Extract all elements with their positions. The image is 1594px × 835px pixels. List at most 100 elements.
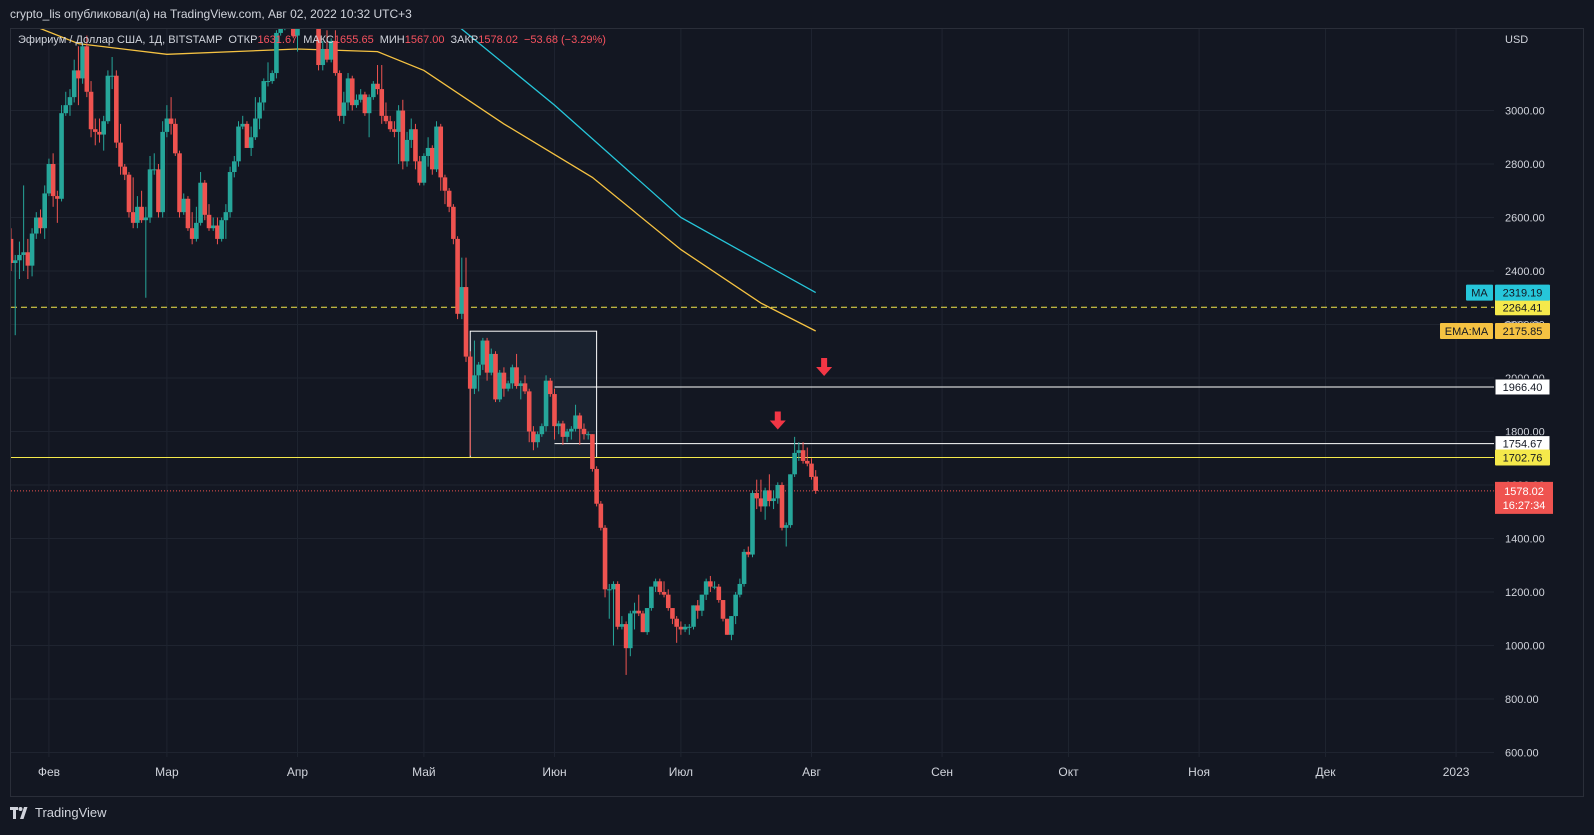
publisher-bar: crypto_lis опубликовал(а) на TradingView…	[0, 0, 1594, 28]
candle-body	[632, 610, 637, 614]
candle-body	[261, 81, 267, 103]
candle-body	[189, 228, 195, 239]
candle-body	[556, 423, 561, 427]
candle-body	[505, 383, 511, 389]
candle-body	[210, 225, 216, 229]
candle-body	[177, 153, 182, 213]
footer-bar: TradingView	[0, 797, 1594, 835]
candle-body	[328, 40, 334, 60]
candle-body	[674, 618, 679, 627]
candle-body	[636, 610, 642, 614]
candle-body	[497, 372, 503, 400]
legend-open-value: 1631.67	[257, 34, 298, 46]
candle-body	[623, 624, 629, 649]
candle-body	[269, 73, 275, 82]
candle-body	[699, 594, 705, 611]
candle-body	[480, 340, 486, 365]
candle-body	[97, 131, 102, 135]
candle-body	[349, 78, 355, 106]
candle-body	[539, 426, 545, 435]
candle-body	[404, 139, 410, 162]
candle-body	[649, 586, 654, 609]
candle-body	[324, 48, 330, 60]
candle-body	[800, 450, 806, 461]
candle-body	[392, 129, 397, 132]
candle-body	[598, 503, 604, 528]
price-chart[interactable]: 600.00800.001000.001200.001400.001600.00…	[0, 0, 1594, 797]
candle-body	[716, 586, 722, 601]
candle-body	[619, 624, 625, 627]
chart-legend: Эфириум / Доллар США, 1Д, BITSTAMP ОТКР1…	[18, 34, 606, 46]
plot-area	[11, 4, 1494, 757]
y-tick-label: 2400.00	[1505, 266, 1545, 278]
candle-body	[278, 29, 283, 33]
candle-body	[33, 217, 39, 234]
candle-body	[792, 452, 797, 475]
candle-body	[590, 434, 595, 469]
candle-body	[354, 99, 359, 106]
chart-frame	[10, 28, 1584, 797]
level-label: 1702.76	[1503, 453, 1543, 465]
candle-body	[17, 254, 22, 261]
candle-body	[657, 581, 663, 592]
price-tag-value: 1578.02	[1504, 486, 1544, 498]
candle-body	[55, 196, 60, 199]
candle-body	[80, 46, 85, 79]
candle-body	[434, 126, 439, 170]
candle-body	[733, 594, 738, 617]
candle-body	[215, 225, 220, 239]
candle-body	[425, 147, 431, 156]
candle-body	[223, 212, 229, 221]
candle-body	[101, 121, 106, 135]
publisher-text: crypto_lis опубликовал(а) на TradingView…	[10, 7, 412, 21]
candle-body	[653, 581, 658, 587]
candle-body	[76, 70, 81, 79]
ma-name-tag: MA	[1471, 288, 1488, 300]
x-tick-label: 2023	[1443, 765, 1470, 779]
candle-body	[670, 608, 675, 619]
candle-body	[160, 131, 165, 213]
candle-body	[796, 450, 802, 453]
candle-body	[741, 551, 747, 584]
candle-body	[240, 123, 246, 127]
candle-body	[606, 589, 612, 591]
candle-body	[371, 83, 376, 98]
x-tick-label: Окт	[1058, 765, 1079, 779]
candle-body	[400, 110, 406, 162]
y-tick-label: 2800.00	[1505, 159, 1545, 171]
candle-body	[640, 613, 646, 633]
legend-change: −53.68 (−3.29%)	[523, 34, 606, 46]
candle-body	[531, 431, 536, 443]
candle-body	[274, 32, 279, 74]
candle-body	[21, 252, 26, 255]
candle-body	[109, 75, 115, 77]
candle-body	[526, 391, 532, 432]
candle-body	[577, 415, 583, 429]
y-tick-label: 2600.00	[1505, 213, 1545, 225]
candle-body	[413, 129, 418, 162]
candle-body	[804, 460, 810, 464]
legend-symbol[interactable]: Эфириум / Доллар США, 1Д, BITSTAMP	[18, 34, 223, 46]
candle-body	[46, 164, 52, 194]
candle-body	[628, 613, 633, 649]
candle-body	[396, 110, 401, 132]
candle-body	[459, 287, 465, 314]
candle-body	[283, 4, 288, 23]
y-tick-label: 1000.00	[1505, 641, 1545, 653]
candle-body	[682, 626, 688, 630]
tradingview-logo[interactable]: TradingView	[10, 805, 107, 820]
candle-body	[493, 353, 498, 400]
candle-body	[750, 493, 755, 555]
candle-body	[130, 212, 136, 223]
x-tick-label: Фев	[38, 765, 60, 779]
legend-low-label: МИН	[379, 34, 405, 46]
candle-body	[724, 618, 730, 635]
candle-body	[455, 238, 460, 314]
candle-body	[11, 238, 14, 263]
candle-body	[488, 353, 494, 373]
candle-body	[737, 583, 743, 595]
level-label: 1754.67	[1503, 439, 1543, 451]
candle-body	[387, 121, 393, 130]
y-tick-label: 1200.00	[1505, 587, 1545, 599]
candle-body	[42, 193, 48, 229]
